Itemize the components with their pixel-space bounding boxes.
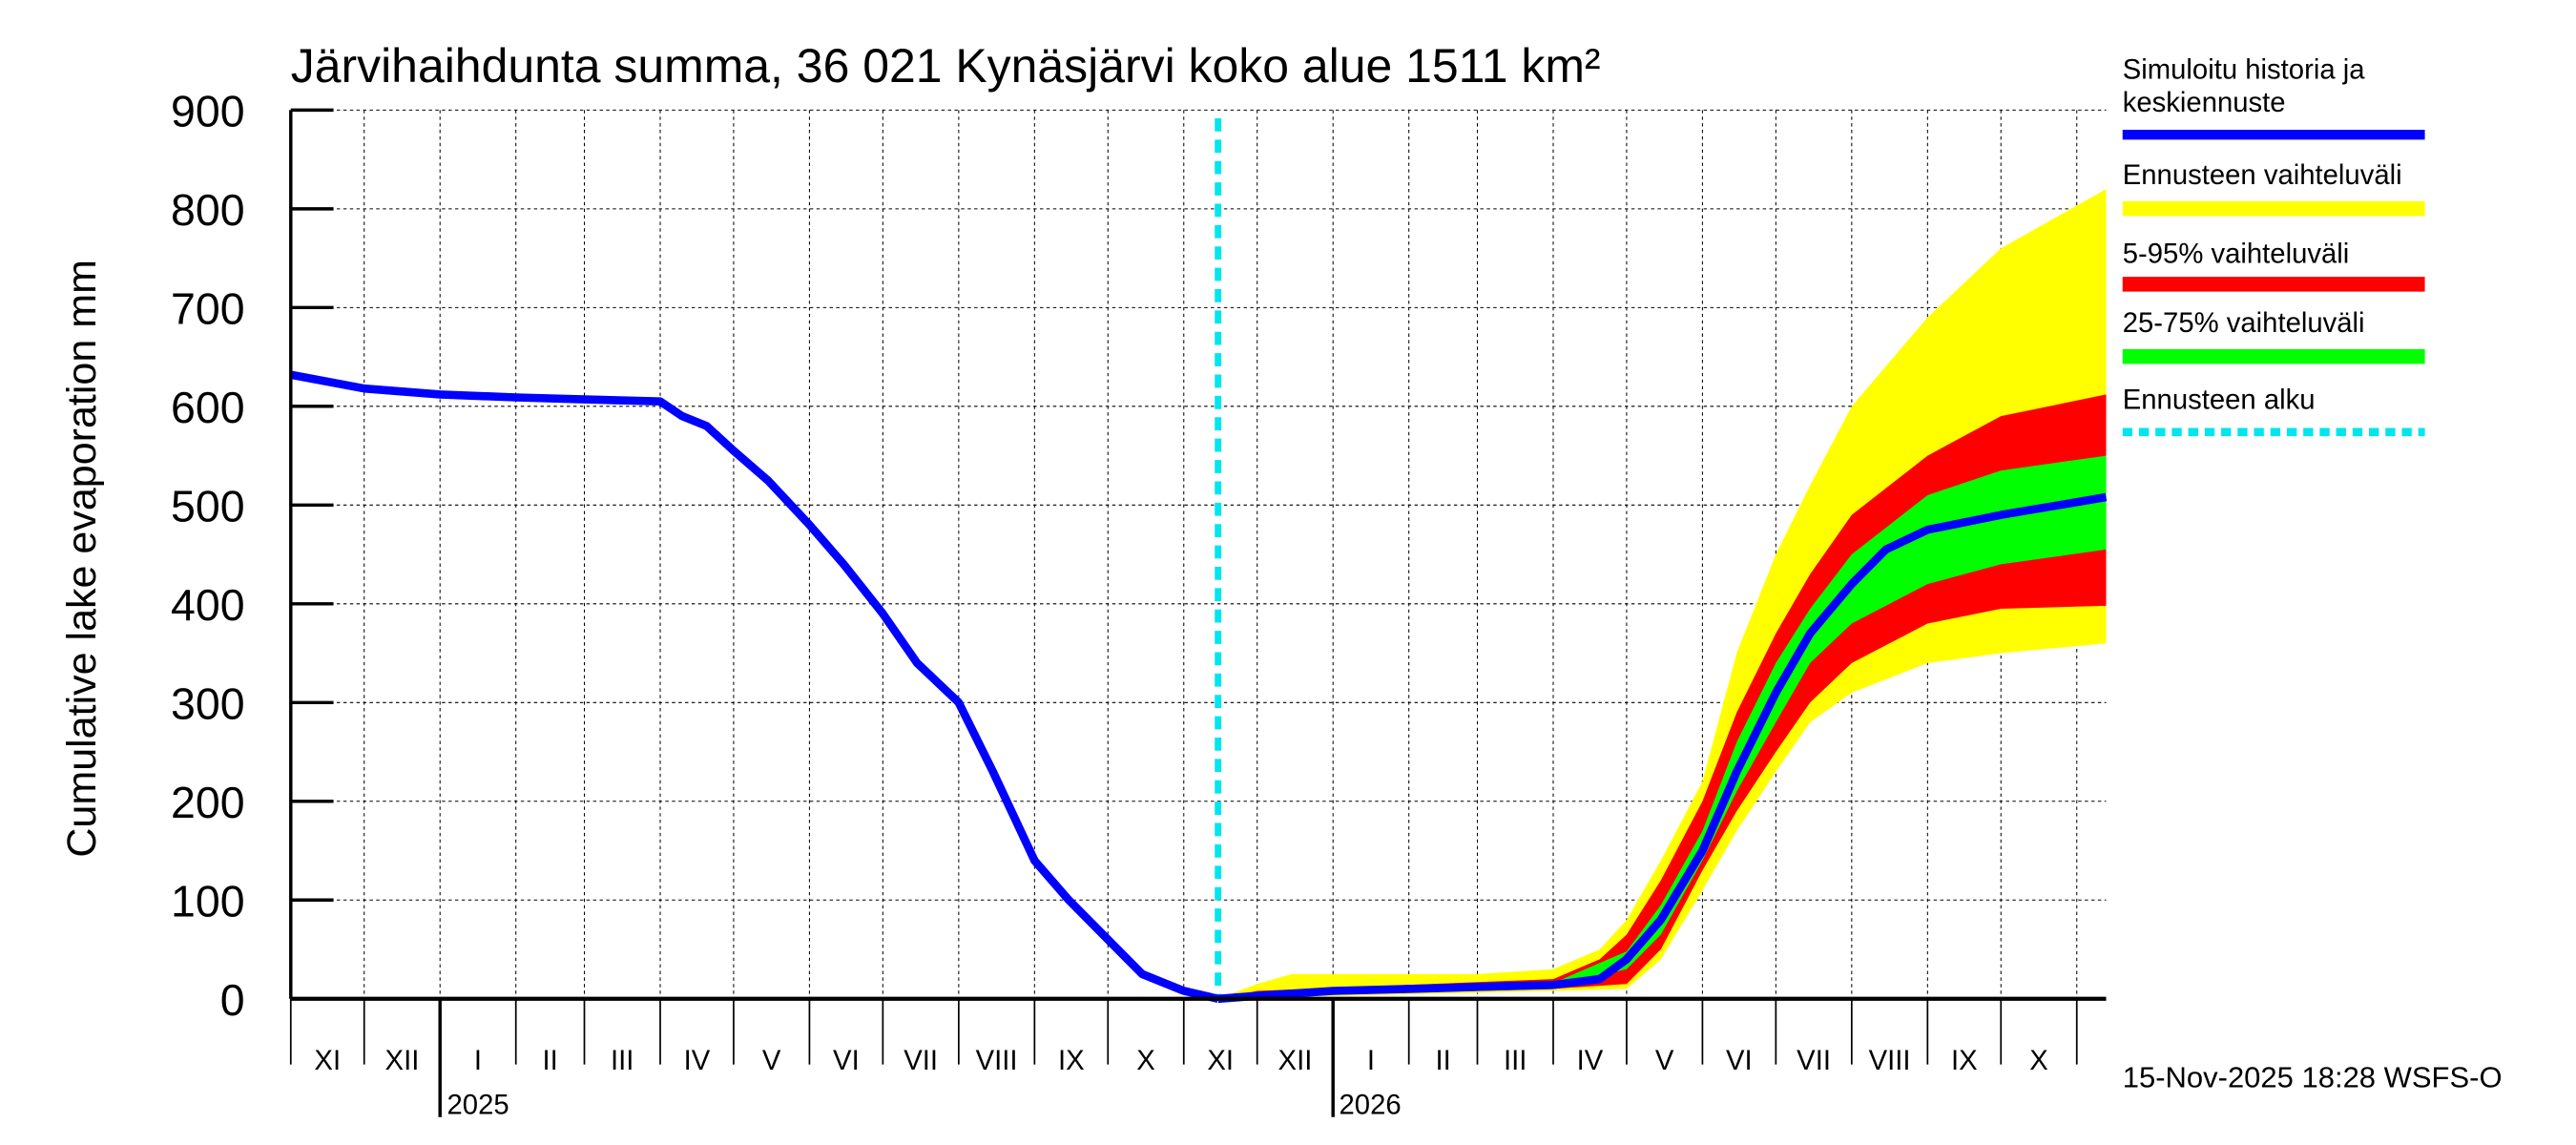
legend-item: Ennusteen vaihteluväli <box>2122 160 2425 217</box>
month-label: VIII <box>1869 1046 1911 1076</box>
month-label: XII <box>385 1046 420 1076</box>
y-tick-label: 700 <box>171 284 245 334</box>
footer-timestamp: 15-Nov-2025 18:28 WSFS-O <box>2123 1061 2503 1094</box>
month-label: IV <box>1577 1046 1604 1076</box>
grid <box>290 109 2107 999</box>
month-label: VII <box>904 1046 938 1076</box>
y-tick-label: 900 <box>171 87 245 136</box>
month-label: VI <box>833 1046 860 1076</box>
month-label: X <box>1136 1046 1155 1076</box>
month-label: II <box>542 1046 557 1076</box>
legend-label: Simuloitu historia ja <box>2123 55 2365 86</box>
month-label: XI <box>1207 1046 1234 1076</box>
y-tick-label: 400 <box>171 580 245 630</box>
legend-label: 25-75% vaihteluväli <box>2123 308 2365 339</box>
y-tick-label: 100 <box>171 877 245 926</box>
chart-title: Järvihaihdunta summa, 36 021 Kynäsjärvi … <box>291 39 1601 93</box>
lines <box>289 117 2108 1004</box>
y-tick-label: 500 <box>171 482 245 531</box>
month-label: XI <box>314 1046 341 1076</box>
band-25-75 <box>1217 455 2107 999</box>
y-axis-label: Cumulative lake evaporation mm <box>59 260 105 858</box>
legend-item: Ennusteen alku <box>2122 385 2425 437</box>
month-label: VII <box>1797 1046 1831 1076</box>
month-label: VIII <box>976 1046 1018 1076</box>
year-label: 2025 <box>447 1090 509 1120</box>
y-tick-label: 200 <box>171 778 245 827</box>
month-label: X <box>2029 1046 2048 1076</box>
forecast-bands <box>1217 189 2107 999</box>
month-label: V <box>1655 1046 1674 1076</box>
month-label: I <box>474 1046 482 1076</box>
legend-label: Ennusteen vaihteluväli <box>2123 160 2402 191</box>
y-tick-label: 300 <box>171 679 245 729</box>
y-tick-label: 800 <box>171 185 245 235</box>
y-tick-label: 600 <box>171 383 245 432</box>
month-label: VI <box>1726 1046 1753 1076</box>
month-label: I <box>1367 1046 1375 1076</box>
month-label: IX <box>1951 1046 1978 1076</box>
band-forecast-range <box>1217 189 2107 999</box>
month-label: V <box>762 1046 781 1076</box>
month-label: IV <box>684 1046 711 1076</box>
legend-item: 25-75% vaihteluväli <box>2122 308 2425 364</box>
month-label: IX <box>1058 1046 1085 1076</box>
month-label: III <box>611 1046 634 1076</box>
history-line <box>289 370 1219 1003</box>
y-tick-label: 0 <box>220 975 245 1025</box>
legend-item: 5-95% vaihteluväli <box>2122 239 2425 292</box>
year-label: 2026 <box>1340 1090 1402 1120</box>
median-forecast-line <box>1217 492 2108 1004</box>
month-label: XII <box>1278 1046 1313 1076</box>
legend-label: 5-95% vaihteluväli <box>2123 239 2350 269</box>
legend-label: keskiennuste <box>2123 88 2286 118</box>
legend-label: Ennusteen alku <box>2123 385 2316 416</box>
month-label: II <box>1435 1046 1450 1076</box>
month-label: III <box>1504 1046 1527 1076</box>
